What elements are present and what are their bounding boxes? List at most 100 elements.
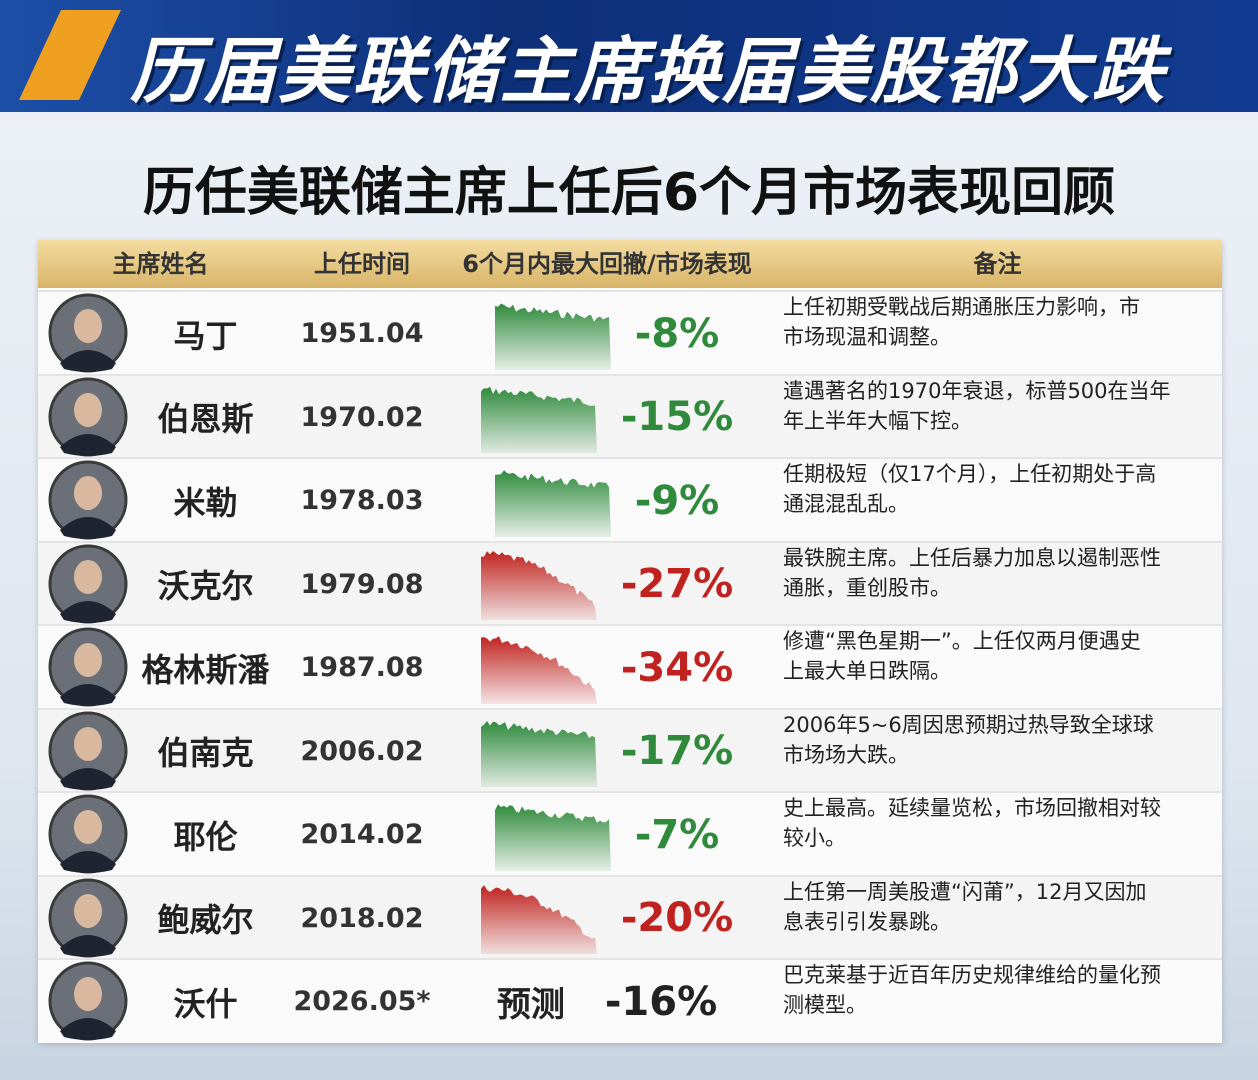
- drawdown: -15%: [620, 394, 734, 440]
- portrait-body: [60, 684, 116, 706]
- chair-name: 耶伦: [173, 817, 238, 856]
- name-cell: 鲍威尔: [38, 877, 283, 960]
- banner-title: 历届美联储主席换届美股都大跌: [130, 29, 1167, 113]
- title: 历任美联储主席上任后6个月市场表现回顾: [142, 163, 1116, 223]
- table-row: 格林斯潘 1987.08 -34% 修遭“黑色星期一”。上任仅两月便遇史 上最大单日跌隔…: [38, 624, 1222, 709]
- note-line: 上任初期受戰战后期通胀压力影响，市: [783, 295, 1140, 319]
- table-row: 沃克尔 1979.08 -27% 最铁腕主席。上任后暴力加息以遏制恶性 通胀，重创股市。: [38, 540, 1222, 626]
- sparkline-area: [480, 721, 597, 787]
- portrait-head: [74, 559, 102, 594]
- note-line: 通胀，重创股市。: [783, 575, 951, 600]
- name-cell: 伯南克: [38, 710, 283, 793]
- portrait-body: [60, 767, 116, 790]
- performance-cell: -7%: [441, 793, 773, 876]
- performance-cell: -17%: [441, 710, 773, 793]
- sparkline-area: [494, 469, 611, 537]
- portrait-head: [74, 392, 102, 427]
- note-line: 年上半年大幅下控。: [783, 408, 972, 433]
- note-cell: 2006年5~6周因思预期过热导致全球球 市场场大跌。: [773, 710, 1222, 793]
- sparkline: [480, 386, 597, 453]
- chair-name: 米勒: [173, 483, 238, 522]
- date: 2006.02: [300, 735, 424, 767]
- column-header: 上任时间: [283, 240, 443, 288]
- note-line: 上最大单日跌隔。: [783, 659, 951, 683]
- name-cell: 沃什: [38, 960, 283, 1043]
- chair-name: 伯南克: [157, 734, 254, 772]
- table-row: 伯恩斯 1970.02 -15% 遣遇著名的1970年衰退，标普500在当年 年上半年大…: [38, 373, 1222, 459]
- sparkline-area: [480, 635, 597, 704]
- portrait-head: [74, 309, 102, 343]
- note-cell: 遣遇著名的1970年衰退，标普500在当年 年上半年大幅下控。: [773, 376, 1222, 459]
- date-cell: 1987.08: [283, 626, 441, 709]
- performance-cell: -15%: [441, 376, 773, 459]
- portrait-body: [60, 350, 116, 372]
- portrait: [48, 627, 128, 707]
- note-cell: 史上最高。延续量览松，市场回撤相对较 较小。: [773, 793, 1222, 876]
- name-cell: 沃克尔: [38, 543, 283, 626]
- date: 2026.05*: [293, 986, 431, 1017]
- name-cell: 耶伦: [38, 793, 283, 876]
- date-cell: 1951.04: [283, 292, 441, 375]
- performance-cell: -9%: [441, 459, 773, 542]
- drawdown: -9%: [634, 477, 720, 524]
- date-cell: 2014.02: [283, 793, 441, 876]
- performance-cell: -20%: [441, 877, 773, 960]
- portrait: [48, 794, 128, 874]
- table-row: 米勒 1978.03 -9% 任期极短（仅17个月），上任初期处于高 通混混乱乱。: [38, 457, 1222, 542]
- note-line: 遣遇著名的1970年衰退，标普500在当年: [783, 378, 1171, 403]
- performance-cell: -8%: [441, 292, 773, 375]
- sparkline: [480, 885, 597, 954]
- date-cell: 2006.02: [283, 710, 441, 793]
- portrait-body: [60, 433, 116, 456]
- date-cell: 2026.05*: [283, 960, 441, 1043]
- chair-name: 沃克尔: [157, 567, 254, 605]
- name-cell: 格林斯潘: [38, 626, 283, 709]
- drawdown: -7%: [634, 811, 720, 858]
- portrait: [48, 961, 128, 1041]
- portrait-head: [74, 977, 102, 1011]
- chair-name: 伯恩斯: [157, 400, 254, 438]
- portrait: [48, 377, 128, 456]
- portrait: [48, 293, 128, 373]
- sparkline-area: [480, 386, 597, 453]
- drawdown: -20%: [620, 895, 734, 941]
- note-line: 上任第一周美股遭“闪莆”，12月又因加: [783, 879, 1147, 904]
- table-row: 沃什 2026.05* 预测 -16% 巴克莱基于近百年历史规律维给的量化预 测模型。: [38, 958, 1222, 1043]
- sparkline: [494, 803, 611, 871]
- drawdown: -16%: [604, 978, 718, 1025]
- chair-name: 沃什: [173, 984, 238, 1023]
- date-cell: 1970.02: [283, 376, 441, 459]
- date-cell: 1979.08: [283, 543, 441, 626]
- portrait: [48, 711, 128, 790]
- chair-name: 格林斯潘: [141, 650, 270, 689]
- portrait-head: [74, 726, 102, 761]
- table-row: 马丁 1951.04 -8% 上任初期受戰战后期通胀压力影响，市 市场现温和调整。: [38, 290, 1222, 375]
- note-line: 任期极短（仅17个月），上任初期处于高: [783, 462, 1157, 486]
- portrait-head: [74, 476, 102, 510]
- stripe: [19, 10, 121, 100]
- column-header: 6个月内最大回撤/市场表现: [441, 240, 775, 288]
- performance-cell: 预测 -16%: [441, 960, 773, 1043]
- chair-name: 马丁: [173, 316, 238, 355]
- sparkline: [480, 551, 597, 620]
- note-line: 史上最高。延续量览松，市场回撤相对较: [783, 796, 1161, 820]
- name-cell: 伯恩斯: [38, 376, 283, 459]
- date: 1951.04: [300, 318, 424, 349]
- sparkline-area: [494, 303, 611, 370]
- drawdown: -17%: [620, 728, 734, 774]
- portrait-body: [60, 1018, 116, 1040]
- portrait: [48, 544, 128, 623]
- note-line: 巴克莱基于近百年历史规律维给的量化预: [783, 963, 1161, 987]
- sparkline-area: [480, 551, 597, 620]
- note-line: 2006年5~6周因思预期过热导致全球球: [783, 712, 1154, 737]
- portrait: [48, 878, 128, 957]
- date: 1979.08: [300, 568, 424, 600]
- drawdown: -8%: [634, 310, 720, 357]
- sparkline: [480, 721, 597, 787]
- note-line: 息表引引发暴跳。: [783, 909, 951, 934]
- note-cell: 最铁腕主席。上任后暴力加息以遏制恶性 通胀，重创股市。: [773, 543, 1222, 626]
- name-cell: 米勒: [38, 459, 283, 542]
- table-row: 鲍威尔 2018.02 -20% 上任第一周美股遭“闪莆”，12月又因加 息表引引发暴跳…: [38, 874, 1222, 960]
- chair-name: 鲍威尔: [157, 901, 254, 939]
